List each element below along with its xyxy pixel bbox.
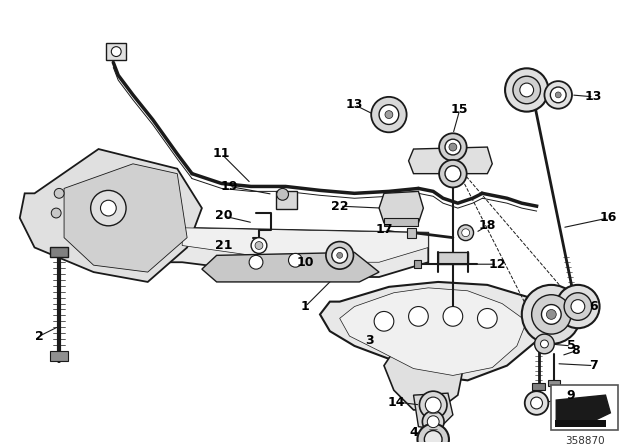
Text: 13: 13 — [585, 90, 602, 103]
Circle shape — [111, 47, 121, 56]
Circle shape — [571, 300, 585, 314]
Circle shape — [426, 397, 441, 413]
Circle shape — [276, 189, 289, 200]
Text: 17: 17 — [375, 223, 393, 236]
Circle shape — [505, 69, 548, 112]
Circle shape — [332, 247, 348, 263]
Polygon shape — [413, 393, 453, 430]
Polygon shape — [379, 191, 423, 223]
Text: 14: 14 — [388, 396, 406, 409]
Circle shape — [513, 76, 541, 104]
Bar — [532, 383, 545, 390]
Bar — [556, 420, 607, 426]
Circle shape — [249, 255, 263, 269]
Text: 4: 4 — [409, 426, 418, 439]
Circle shape — [326, 241, 353, 269]
Text: 13: 13 — [346, 98, 363, 111]
Bar — [406, 228, 417, 237]
Text: 1: 1 — [301, 300, 310, 313]
Circle shape — [91, 190, 126, 226]
Circle shape — [251, 237, 267, 254]
Text: 5: 5 — [566, 340, 575, 353]
Polygon shape — [182, 228, 428, 262]
Polygon shape — [556, 395, 611, 425]
Bar — [106, 43, 126, 60]
Text: 22: 22 — [331, 200, 348, 213]
Circle shape — [417, 424, 449, 448]
Circle shape — [371, 97, 406, 132]
Text: 18: 18 — [479, 220, 496, 233]
Text: 6: 6 — [589, 300, 598, 313]
Polygon shape — [113, 228, 428, 277]
Circle shape — [477, 309, 497, 328]
Circle shape — [54, 189, 64, 198]
Circle shape — [385, 111, 393, 119]
Polygon shape — [320, 282, 541, 380]
Circle shape — [445, 139, 461, 155]
Polygon shape — [408, 147, 492, 174]
Circle shape — [443, 306, 463, 326]
Text: 358870: 358870 — [565, 436, 605, 446]
Circle shape — [534, 334, 554, 354]
Bar — [438, 252, 468, 264]
Circle shape — [408, 306, 428, 326]
Text: 2: 2 — [35, 330, 44, 343]
Circle shape — [439, 160, 467, 187]
Circle shape — [445, 166, 461, 181]
Circle shape — [255, 241, 263, 250]
Circle shape — [520, 83, 534, 97]
Text: 21: 21 — [215, 239, 232, 252]
Circle shape — [550, 87, 566, 103]
Circle shape — [525, 391, 548, 415]
Circle shape — [337, 252, 342, 258]
Polygon shape — [20, 149, 202, 282]
Bar — [551, 385, 618, 430]
Bar — [276, 191, 298, 209]
Bar — [51, 351, 68, 361]
Polygon shape — [64, 164, 187, 272]
Text: 10: 10 — [296, 256, 314, 269]
Circle shape — [556, 92, 561, 98]
Circle shape — [545, 81, 572, 109]
Circle shape — [374, 311, 394, 331]
Text: 3: 3 — [365, 335, 374, 348]
Circle shape — [100, 200, 116, 216]
Circle shape — [51, 208, 61, 218]
Text: 19: 19 — [221, 180, 238, 193]
Circle shape — [449, 143, 457, 151]
Text: 20: 20 — [215, 210, 232, 223]
Text: 9: 9 — [566, 388, 575, 401]
Bar — [413, 260, 421, 268]
Text: 8: 8 — [572, 345, 580, 358]
Bar — [384, 218, 419, 226]
Bar — [548, 380, 560, 386]
Polygon shape — [202, 252, 379, 282]
Circle shape — [424, 431, 442, 448]
Text: 15: 15 — [451, 103, 468, 116]
Circle shape — [428, 416, 439, 427]
Text: 12: 12 — [488, 258, 506, 271]
Circle shape — [541, 340, 548, 348]
Circle shape — [522, 285, 581, 344]
Circle shape — [547, 310, 556, 319]
Polygon shape — [340, 288, 527, 375]
Circle shape — [532, 295, 571, 334]
Text: 16: 16 — [600, 211, 617, 224]
Circle shape — [564, 293, 592, 320]
Circle shape — [556, 285, 600, 328]
Circle shape — [541, 305, 561, 324]
Circle shape — [419, 391, 447, 419]
Text: 7: 7 — [589, 359, 598, 372]
Circle shape — [439, 134, 467, 161]
Circle shape — [289, 254, 302, 267]
Circle shape — [422, 411, 444, 432]
Bar — [51, 247, 68, 257]
Circle shape — [379, 105, 399, 125]
Polygon shape — [384, 351, 463, 410]
Circle shape — [328, 252, 342, 266]
Circle shape — [458, 225, 474, 241]
Circle shape — [531, 397, 543, 409]
Text: 11: 11 — [213, 147, 230, 160]
Circle shape — [461, 229, 470, 237]
